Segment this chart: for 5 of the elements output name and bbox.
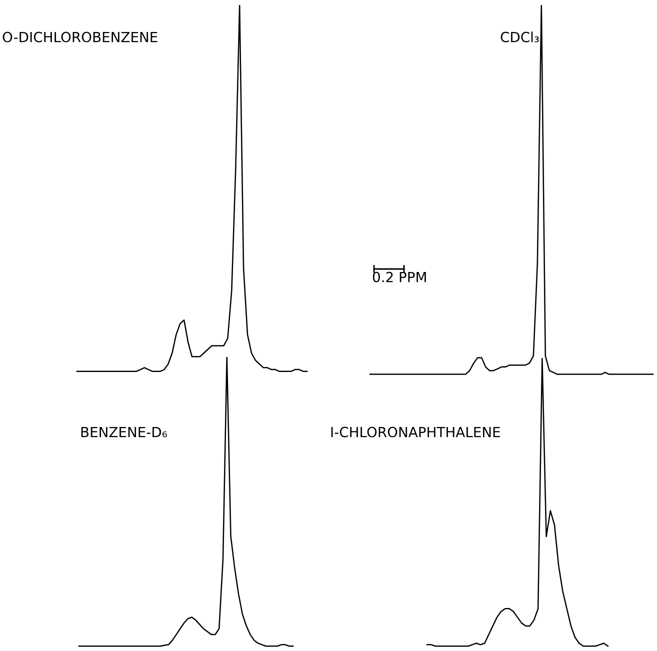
text: BENZENE-D₆ bbox=[81, 426, 167, 438]
text: I-CHLORONAPHTHALENE bbox=[331, 426, 500, 438]
text: CDCl₃ bbox=[500, 32, 539, 42]
text: O-DICHLOROBENZENE bbox=[2, 32, 158, 42]
annotation: 0.2 PPM bbox=[372, 272, 426, 282]
